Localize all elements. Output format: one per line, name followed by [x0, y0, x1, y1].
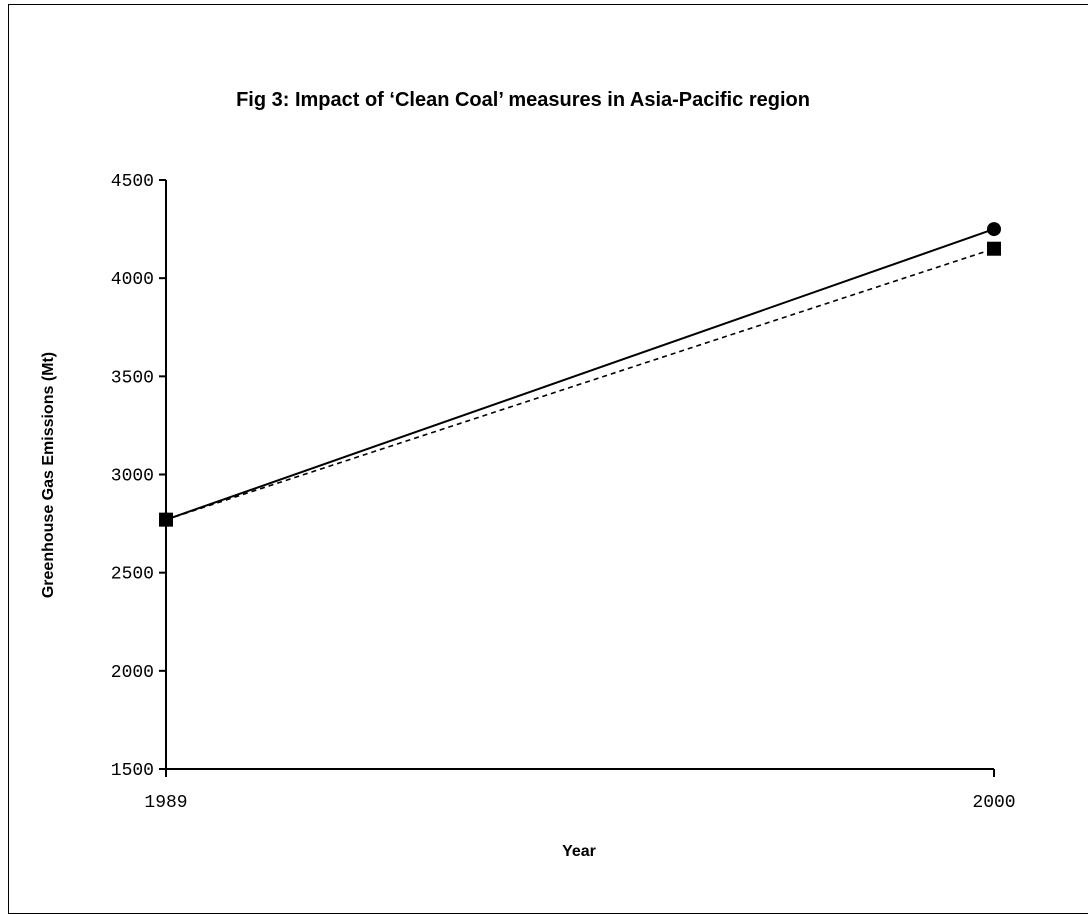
series-2-line — [165, 247, 995, 521]
y-tick-label: 2000 — [111, 663, 154, 683]
x-axis-title: Year — [562, 843, 596, 860]
series-1-point — [987, 222, 1001, 237]
y-tick-label: 4000 — [111, 270, 154, 290]
y-tick-label: 1500 — [111, 761, 154, 781]
x-axis: 1989 2000 — [144, 768, 1016, 813]
x-tick-label: 2000 — [972, 793, 1015, 813]
series-1-line — [165, 228, 995, 521]
chart-frame: Fig 3: Impact of ‘Clean Coal’ measures i… — [8, 4, 1088, 914]
series-2-point — [159, 512, 173, 527]
y-axis-title: Greenhouse Gas Emissions (Mt) — [40, 352, 57, 598]
chart-title: Fig 3: Impact of ‘Clean Coal’ measures i… — [236, 89, 810, 111]
line-chart: Fig 3: Impact of ‘Clean Coal’ measures i… — [40, 89, 1016, 860]
y-tick-label: 4500 — [111, 172, 154, 192]
x-tick-label: 1989 — [144, 793, 187, 813]
series-layer — [159, 222, 1001, 527]
y-tick-label: 2500 — [111, 565, 154, 585]
y-axis: 1500 2000 2500 3000 3500 4000 4500 — [111, 172, 167, 781]
y-tick-label: 3000 — [111, 467, 154, 487]
series-2-point — [987, 241, 1001, 256]
y-tick-label: 3500 — [111, 368, 154, 388]
